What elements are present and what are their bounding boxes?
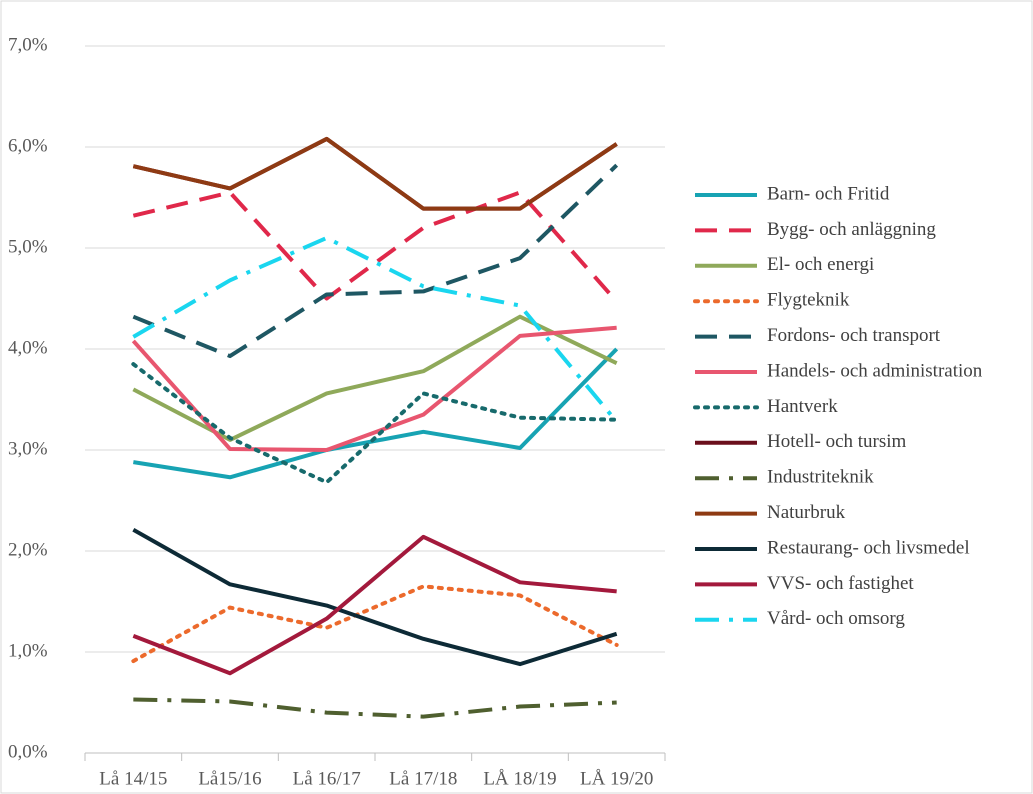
legend-label: Handels- och administration xyxy=(767,360,983,381)
x-tick-label: Lå15/16 xyxy=(198,768,261,789)
y-tick-label: 2,0% xyxy=(8,539,48,560)
x-tick-label: Lå 16/17 xyxy=(293,768,361,789)
series-line xyxy=(131,325,617,452)
series-line xyxy=(132,190,619,303)
series-line xyxy=(132,534,617,676)
y-tick-label: 0,0% xyxy=(8,741,48,762)
y-tick-label: 3,0% xyxy=(8,438,48,459)
series-line xyxy=(131,362,619,485)
legend-label: Barn- och Fritid xyxy=(767,183,890,204)
y-tick-label: 4,0% xyxy=(8,337,48,358)
legend-label: Vård- och omsorg xyxy=(767,608,905,629)
legend-label: Hantverk xyxy=(767,396,838,417)
series-line xyxy=(132,136,618,211)
x-tick-label: Lå 17/18 xyxy=(389,768,457,789)
series-line xyxy=(132,235,619,423)
series-line xyxy=(133,697,617,719)
x-tick-label: LÅ 19/20 xyxy=(580,768,653,789)
series-line xyxy=(133,347,619,480)
legend-label: Flygteknik xyxy=(767,290,850,311)
legend-label: Hotell- och tursim xyxy=(767,431,907,452)
y-tick-label: 6,0% xyxy=(8,135,48,156)
series-line xyxy=(132,528,618,667)
legend-label: Fordons- och transport xyxy=(767,325,941,346)
y-tick-label: 5,0% xyxy=(8,236,48,257)
legend-label: Industriteknik xyxy=(767,467,874,488)
series-line xyxy=(131,584,619,664)
y-tick-label: 1,0% xyxy=(8,640,48,661)
x-tick-label: LÅ 18/19 xyxy=(483,768,556,789)
x-tick-label: Lå 14/15 xyxy=(99,768,167,789)
legend-label: VVS- och fastighet xyxy=(767,573,914,594)
legend-label: Bygg- och anläggning xyxy=(767,219,936,240)
legend-label: Restaurang- och livsmedel xyxy=(767,537,970,558)
legend-label: El- och energi xyxy=(767,254,874,275)
y-tick-label: 7,0% xyxy=(8,34,48,55)
series-line xyxy=(132,163,619,359)
legend-label: Naturbruk xyxy=(767,502,846,523)
